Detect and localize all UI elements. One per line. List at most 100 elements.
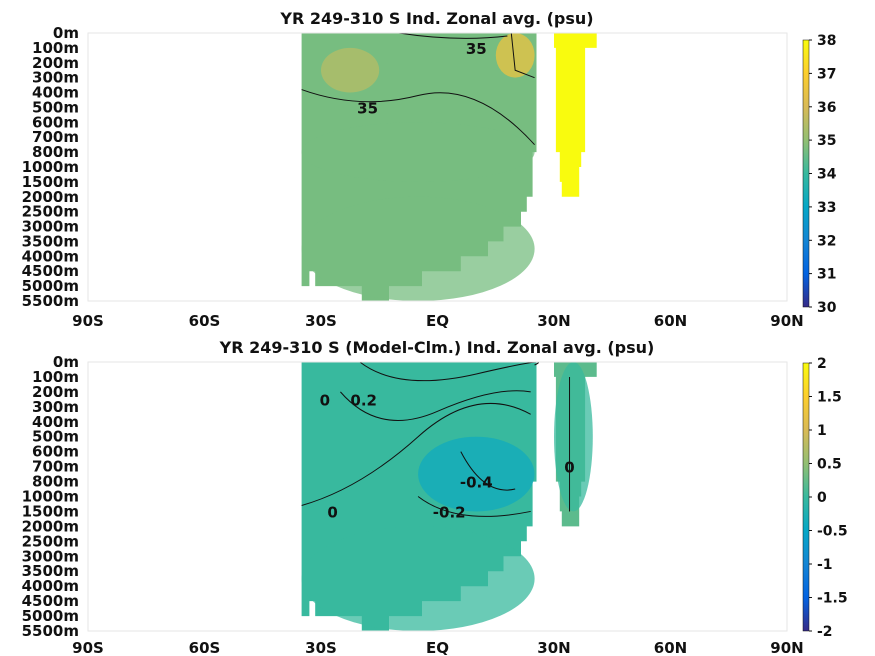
contour-line-2 <box>301 89 535 146</box>
contour-label: 0.2 <box>350 391 377 409</box>
y-tick-label: 200m <box>32 383 79 401</box>
y-tick-label: 2000m <box>22 517 79 535</box>
colorbar-tick-label: -0.5 <box>817 524 848 540</box>
contour-line-3 <box>301 403 531 506</box>
colorbar-tick-label: 31 <box>817 267 836 283</box>
y-tick-label: 2000m <box>22 188 79 206</box>
x-tick-label: 60S <box>189 312 221 330</box>
contour-line-5 <box>460 451 516 491</box>
y-tick-label: 3000m <box>22 547 79 565</box>
contour-label: -0.2 <box>433 503 466 521</box>
x-tick-label: 60N <box>654 639 687 656</box>
y-tick-label: 1000m <box>22 158 79 176</box>
y-tick-label: 1500m <box>22 173 79 191</box>
x-tick-label: EQ <box>426 312 449 330</box>
colorbar-tick-label: 1.5 <box>817 390 842 406</box>
colorbar-tick-label: 1 <box>817 423 827 439</box>
y-tick-label: 100m <box>32 39 79 57</box>
y-tick-label: 800m <box>32 143 79 161</box>
colorbar-tick-label: 34 <box>817 167 837 183</box>
panel-2: YR 249-310 S (Model-Clm.) Ind. Zonal avg… <box>22 338 848 656</box>
y-tick-label: 700m <box>32 128 79 146</box>
y-tick-label: 3000m <box>22 218 79 236</box>
y-tick-label: 600m <box>32 443 79 461</box>
y-tick-label: 300m <box>32 398 79 416</box>
y-tick-label: 4500m <box>22 592 79 610</box>
contour-label: 35 <box>466 40 487 58</box>
colorbar <box>802 39 810 308</box>
colorbar-tick-label: -1 <box>817 557 833 573</box>
colorbar-tick-label: 35 <box>817 133 836 149</box>
north-basin <box>554 33 597 197</box>
y-tick-label: 700m <box>32 458 79 476</box>
colorbar-tick-label: 0.5 <box>817 457 842 473</box>
colorbar-tick-label: 33 <box>817 200 836 216</box>
colorbar-tick-label: 0 <box>817 490 827 506</box>
y-tick-label: 1500m <box>22 502 79 520</box>
x-tick-label: 90N <box>770 639 803 656</box>
y-tick-label: 5000m <box>22 607 79 625</box>
y-tick-label: 5500m <box>22 292 79 310</box>
colorbar-tick-label: 2 <box>817 356 827 372</box>
region-4 <box>301 196 535 301</box>
y-tick-label: 500m <box>32 98 79 116</box>
y-tick-label: 0m <box>53 24 79 42</box>
y-tick-label: 400m <box>32 84 79 102</box>
region-2 <box>321 47 380 93</box>
contour-line-1 <box>398 33 508 39</box>
chart-title: YR 249-310 S Ind. Zonal avg. (psu) <box>279 9 593 28</box>
x-tick-label: EQ <box>426 639 449 656</box>
y-tick-label: 5500m <box>22 622 79 640</box>
data-field: 35 35 <box>301 33 597 301</box>
y-tick-label: 200m <box>32 54 79 72</box>
data-field: 0 0.2 -0.4 -0.2 0 0 <box>301 362 597 631</box>
region-1 <box>495 33 535 78</box>
colorbar-tick-label: 38 <box>817 33 836 49</box>
x-tick-label: 30S <box>305 639 337 656</box>
contour-label: 0 <box>320 391 330 409</box>
colorbar <box>802 362 810 632</box>
y-tick-label: 4000m <box>22 577 79 595</box>
y-tick-label: 100m <box>32 368 79 386</box>
y-tick-label: 600m <box>32 113 79 131</box>
plot-border <box>87 361 788 632</box>
colorbar-tick-label: 37 <box>817 66 836 82</box>
y-tick-label: 1000m <box>22 488 79 506</box>
y-tick-label: 4000m <box>22 247 79 265</box>
plot-border <box>87 32 788 302</box>
x-tick-label: 90S <box>72 312 104 330</box>
colorbar-tick-label: 32 <box>817 233 836 249</box>
x-tick-label: 90S <box>72 639 104 656</box>
region-2 <box>301 526 535 631</box>
y-tick-label: 2500m <box>22 532 79 550</box>
contour-label: 0 <box>327 503 337 521</box>
x-tick-label: 30N <box>537 312 570 330</box>
contour-label: 0 <box>564 459 574 477</box>
y-tick-label: 3500m <box>22 562 79 580</box>
contour-line-3 <box>510 33 535 79</box>
colorbar-tick-label: -1.5 <box>817 591 848 607</box>
colorbar-tick-label: -2 <box>817 624 833 640</box>
colorbar-tick-label: 36 <box>817 100 836 116</box>
x-tick-label: 30S <box>305 312 337 330</box>
colorbar-tick-label: 30 <box>817 300 837 316</box>
x-tick-label: 60S <box>189 639 221 656</box>
x-tick-label: 30N <box>537 639 570 656</box>
y-tick-label: 5000m <box>22 277 79 295</box>
contour-label: -0.4 <box>460 474 493 492</box>
y-tick-label: 3500m <box>22 232 79 250</box>
contour-line-4 <box>417 496 531 517</box>
contour-label: 35 <box>357 99 378 117</box>
y-tick-label: 400m <box>32 413 79 431</box>
y-tick-label: 2500m <box>22 203 79 221</box>
y-tick-label: 500m <box>32 428 79 446</box>
region-3 <box>554 362 593 512</box>
y-tick-label: 4500m <box>22 262 79 280</box>
y-tick-label: 800m <box>32 473 79 491</box>
y-tick-label: 0m <box>53 353 79 371</box>
x-tick-label: 90N <box>770 312 803 330</box>
x-tick-label: 60N <box>654 312 687 330</box>
region-3 <box>301 122 535 182</box>
panel-1: YR 249-310 S Ind. Zonal avg. (psu) 35 35 0m… <box>22 9 837 330</box>
